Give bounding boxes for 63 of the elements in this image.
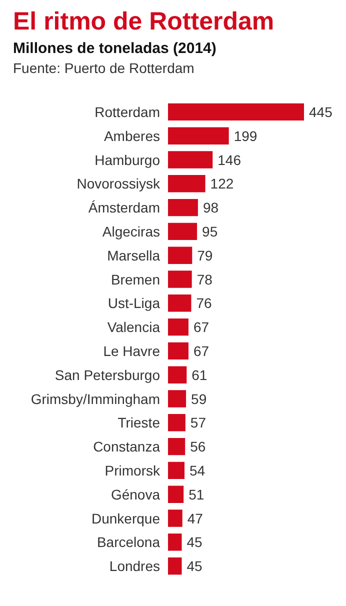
bar [168,222,198,240]
data-label: 122 [210,176,234,192]
bar [168,103,304,121]
y-tick-label: Grimsby/Immingham [30,390,160,407]
y-tick-label: Bremen [110,271,160,288]
data-label: 45 [186,558,203,574]
y-tick-label: Ámsterdam [88,200,160,216]
y-tick-label: Dunkerque [92,510,160,526]
y-tick-label: Ust-Liga [108,295,160,312]
data-label: 199 [234,128,258,144]
data-label: 47 [187,510,204,526]
data-label: 57 [190,414,206,431]
y-tick-label: Marsella [107,247,160,264]
bar [168,557,182,575]
y-tick-label: Trieste [118,414,160,431]
y-tick-label: Algeciras [102,223,160,240]
chart-subtitle: Millones de toneladas (2014) [13,40,216,57]
bar [168,175,206,192]
bar [168,366,187,384]
y-tick-label: Barcelona [96,534,160,550]
y-tick-label: Primorsk [104,462,161,478]
data-label: 45 [186,534,203,550]
data-label: 98 [202,200,219,216]
data-label: 51 [188,486,204,502]
y-tick-label: Le Havre [103,342,160,359]
data-label: 76 [196,295,212,312]
bar [168,390,186,408]
data-label: 54 [190,462,206,478]
data-label: 95 [202,223,218,240]
data-label: 445 [309,104,333,120]
data-label: 79 [197,247,213,264]
data-label: 67 [193,342,210,359]
bar [168,414,186,432]
data-label: 56 [190,438,206,455]
y-tick-label: Novorossiysk [76,176,161,192]
bar [168,198,198,216]
data-label: 67 [193,319,210,336]
y-tick-label: Génova [110,486,160,502]
bar [168,534,182,551]
bar [168,462,185,480]
bar [168,151,213,168]
data-label: 146 [218,152,242,168]
bar [168,318,188,336]
source-note: Fuente: Puerto de Rotterdam [13,60,194,76]
bar [168,486,184,503]
y-tick-label: Valencia [107,319,160,336]
bar [168,127,229,144]
y-tick-label: Constanza [93,438,160,455]
bar [168,270,192,288]
chart-title: El ritmo de Rotterdam [13,8,274,36]
data-label: 59 [191,390,207,407]
bar [168,438,186,456]
bar [168,246,192,264]
y-tick-label: Rotterdam [94,104,160,120]
bar [168,510,182,527]
y-tick-label: Londres [109,558,160,574]
bar [168,294,192,312]
data-label: 78 [196,271,213,288]
data-label: 61 [192,366,208,383]
y-tick-label: San Petersburgo [54,366,160,383]
bar [168,342,188,360]
y-tick-label: Hamburgo [94,152,160,168]
y-tick-label: Amberes [104,128,160,144]
